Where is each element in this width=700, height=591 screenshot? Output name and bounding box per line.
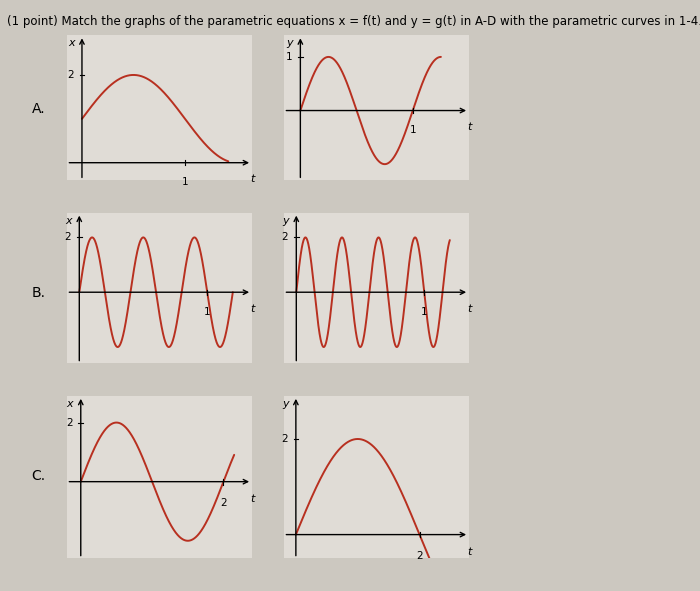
Text: 2: 2 (220, 498, 227, 508)
Text: 2: 2 (67, 70, 74, 80)
Text: B.: B. (32, 285, 46, 300)
Text: 1: 1 (182, 177, 188, 187)
Text: 2: 2 (281, 232, 288, 242)
Text: t: t (250, 304, 255, 314)
Text: x: x (66, 400, 74, 409)
Text: 1: 1 (410, 125, 416, 135)
Text: t: t (250, 494, 255, 504)
Text: y: y (286, 38, 293, 48)
Text: t: t (467, 547, 472, 557)
Text: C.: C. (32, 469, 46, 483)
Text: y: y (282, 400, 288, 409)
Text: t: t (467, 122, 472, 132)
Text: 2: 2 (416, 551, 423, 560)
Text: x: x (65, 216, 72, 226)
Text: 1: 1 (286, 52, 292, 62)
Text: (1 point) Match the graphs of the parametric equations x = f(t) and y = g(t) in : (1 point) Match the graphs of the parame… (7, 15, 700, 28)
Text: 2: 2 (66, 418, 72, 427)
Text: t: t (467, 304, 472, 314)
Text: 1: 1 (421, 307, 428, 317)
Text: 2: 2 (281, 434, 288, 444)
Text: t: t (250, 174, 255, 184)
Text: 2: 2 (64, 232, 71, 242)
Text: A.: A. (32, 102, 46, 116)
Text: 1: 1 (204, 307, 211, 317)
Text: x: x (68, 38, 74, 48)
Text: y: y (282, 216, 289, 226)
